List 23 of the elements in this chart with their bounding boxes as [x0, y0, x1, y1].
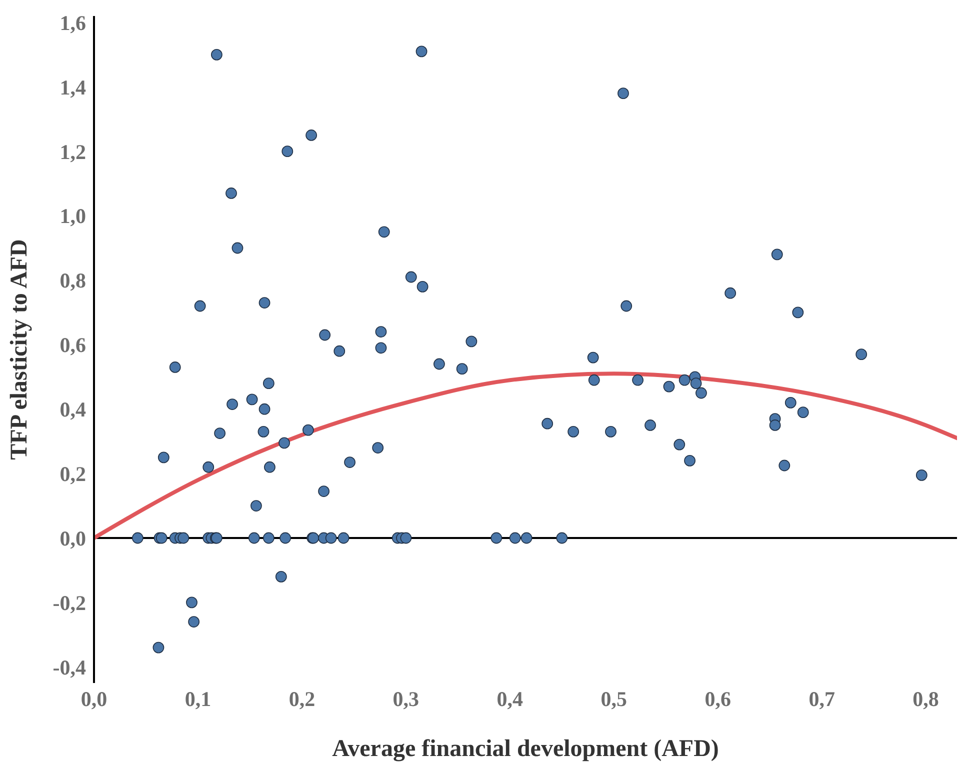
x-tick-label: 0,4: [496, 686, 524, 711]
x-axis-title: Average financial development (AFD): [332, 736, 719, 762]
x-tick-label: 0,0: [80, 686, 108, 711]
y-tick-label: 0,2: [60, 462, 86, 486]
x-tick-label: 0,8: [912, 686, 939, 711]
x-tick-label: 0,7: [808, 686, 835, 711]
y-tick-label: -0,2: [52, 590, 86, 615]
y-axis-title: TFP elasticity to AFD: [6, 239, 33, 460]
y-tick-label: 0,0: [60, 526, 86, 550]
y-tick-label: 1,6: [60, 10, 86, 35]
x-tick-label: 0,5: [600, 686, 628, 711]
x-tick-label: 0,3: [392, 686, 420, 711]
line-series: [94, 372, 957, 540]
x-tick-label: 0,1: [184, 686, 212, 711]
y-tick-label: 0,4: [60, 398, 86, 422]
y-tick-label: 1,4: [60, 75, 86, 100]
y-tick-label: 0,8: [60, 268, 86, 293]
y-tick-label: -0,4: [52, 655, 86, 680]
y-tick-label: 1,2: [60, 140, 86, 164]
x-tick-label: 0,2: [288, 686, 316, 711]
x-tick-label: 0,6: [704, 686, 731, 711]
y-tick-label: 1,0: [60, 204, 86, 228]
y-tick-label: 0,6: [60, 333, 86, 358]
